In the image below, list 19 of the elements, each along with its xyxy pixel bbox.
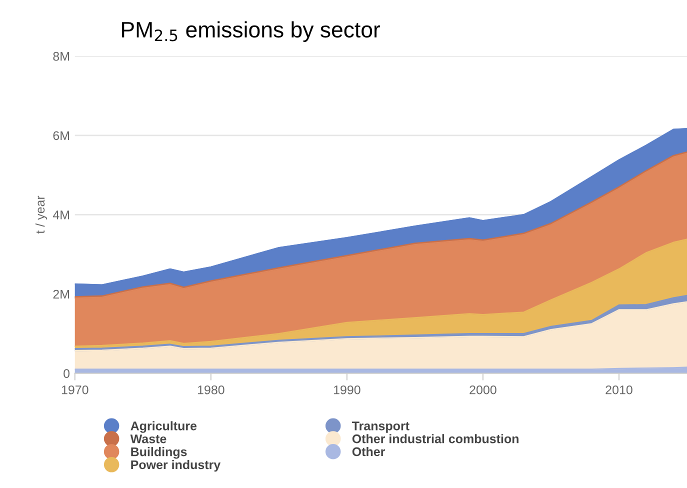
x-tick-label: 1990: [334, 385, 360, 394]
y-tick-label: 4M: [52, 210, 69, 220]
legend-label: Other: [352, 446, 386, 456]
legend-label: Waste: [130, 434, 166, 444]
legend-label: Power industry: [131, 460, 221, 472]
y-tick-label: 6M: [53, 131, 69, 140]
y-tick-label: 2M: [53, 290, 69, 299]
legend-label: Agriculture: [130, 421, 197, 433]
x-tick-label: 2000: [470, 385, 496, 394]
y-tick-label: 0: [64, 369, 70, 378]
y-tick-label: 8M: [53, 52, 69, 61]
x-tick-label: 1970: [62, 385, 88, 394]
legend-label: Buildings: [131, 447, 187, 459]
legend-label: Transport: [352, 422, 410, 433]
chart-title: PM$_{2.5}$ emissions by sector: [122, 21, 380, 42]
x-tick-label: 1980: [198, 385, 224, 394]
x-tick-label: 2010: [606, 385, 632, 394]
y-axis-title: t / year: [35, 196, 48, 234]
legend-label: Other industrial combustion: [352, 434, 518, 444]
